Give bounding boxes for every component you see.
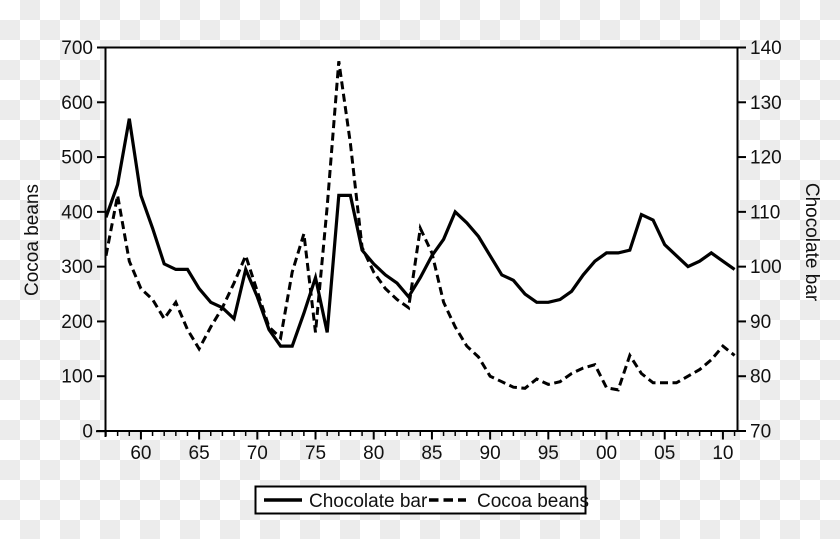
right-tick-label: 110 <box>750 202 780 223</box>
x-axis-ticks <box>105 431 736 440</box>
left-axis-ticks <box>97 46 106 432</box>
right-axis-ticks <box>737 46 746 432</box>
right-tick-label: 90 <box>750 312 771 333</box>
x-tick-label: 95 <box>538 443 559 464</box>
x-tick-label: 70 <box>247 443 268 464</box>
left-tick-label: 500 <box>61 148 93 169</box>
legend: Chocolate bar Cocoa beans <box>254 485 589 515</box>
legend-label-cocoa-beans: Cocoa beans <box>477 491 589 512</box>
right-tick-label: 130 <box>750 93 782 114</box>
x-tick-label: 75 <box>305 443 326 464</box>
x-tick-label: 05 <box>654 443 675 464</box>
right-tick-label: 140 <box>750 38 782 59</box>
right-tick-label: 70 <box>750 422 771 443</box>
x-tick-label: 85 <box>421 443 442 464</box>
x-tick-label: 80 <box>363 443 384 464</box>
right-axis-tick-labels: 70 80 90 100 110 120 130 140 <box>750 38 782 443</box>
right-tick-label: 80 <box>750 367 771 388</box>
left-tick-label: 300 <box>61 257 93 278</box>
left-tick-label: 400 <box>61 202 93 223</box>
x-tick-label: 10 <box>712 443 733 464</box>
left-axis-tick-labels: 0 100 200 300 400 500 600 700 <box>61 38 93 443</box>
left-tick-label: 600 <box>61 93 93 114</box>
legend-label-chocolate-bar: Chocolate bar <box>309 491 428 512</box>
x-tick-label: 60 <box>130 443 151 464</box>
legend-box <box>254 485 587 515</box>
left-axis-title: Cocoa beans <box>22 184 43 296</box>
x-tick-label: 00 <box>596 443 617 464</box>
right-tick-label: 100 <box>750 257 782 278</box>
right-axis-title: Chocolate bar <box>801 183 822 302</box>
x-axis-tick-labels: 60 65 70 75 80 85 90 95 00 05 10 <box>130 443 733 464</box>
x-tick-label: 90 <box>480 443 501 464</box>
series-chocolate-bar-line <box>104 118 736 348</box>
plot-frame <box>104 46 739 432</box>
left-tick-label: 100 <box>61 367 93 388</box>
right-tick-label: 120 <box>750 148 782 169</box>
x-tick-label: 65 <box>189 443 210 464</box>
series-cocoa-beans-line <box>104 60 736 392</box>
left-tick-label: 0 <box>82 422 93 443</box>
left-tick-label: 700 <box>61 38 93 59</box>
left-tick-label: 200 <box>61 312 93 333</box>
